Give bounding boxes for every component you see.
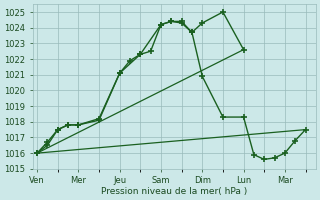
X-axis label: Pression niveau de la mer( hPa ): Pression niveau de la mer( hPa ) — [101, 187, 247, 196]
